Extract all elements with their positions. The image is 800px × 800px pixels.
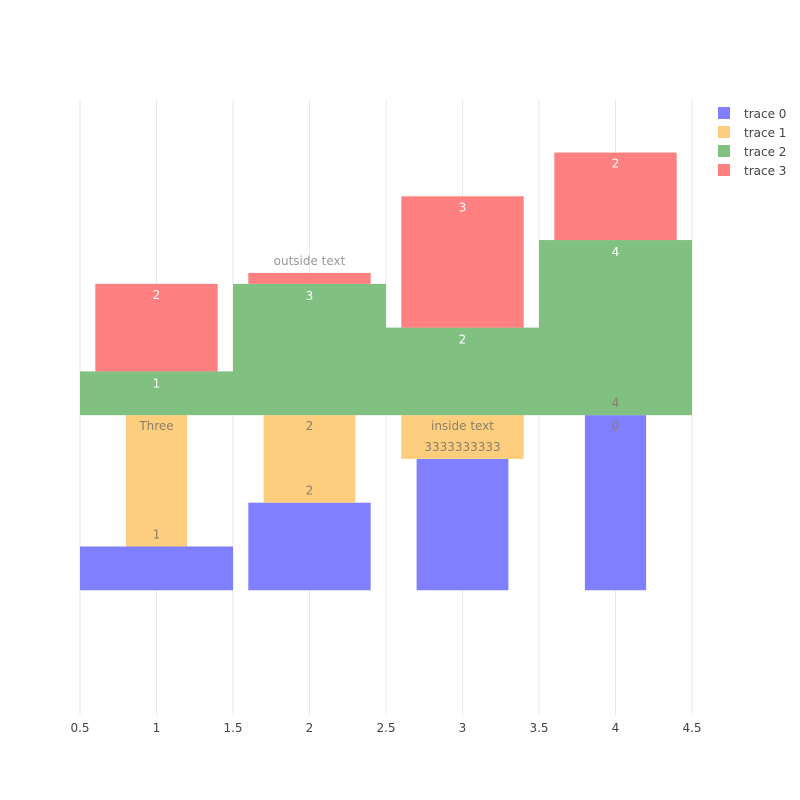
- bar-label: inside text: [431, 419, 494, 433]
- bar-label: 3333333333: [424, 440, 500, 454]
- legend-label-trace-1[interactable]: trace 1: [744, 126, 786, 140]
- bar-label: 1: [153, 527, 161, 541]
- x-tick-label: 2.5: [376, 721, 395, 735]
- bar-trace-1-x3[interactable]: [401, 415, 524, 459]
- legend-swatch-trace-1[interactable]: [718, 126, 730, 138]
- x-tick-label: 0.5: [70, 721, 89, 735]
- bar-trace-3-x3[interactable]: [401, 196, 524, 328]
- bar-trace-0-x2[interactable]: [248, 502, 371, 591]
- x-tick-label: 1.5: [223, 721, 242, 735]
- bar-label: 2: [306, 484, 314, 498]
- bar-trace-3-x1[interactable]: [95, 283, 218, 372]
- bar-trace-3-x2[interactable]: [248, 272, 371, 284]
- legend-swatch-trace-3[interactable]: [718, 164, 730, 176]
- bar-label: 1: [153, 376, 161, 390]
- legend-label-trace-2[interactable]: trace 2: [744, 145, 786, 159]
- legend-swatch-trace-0[interactable]: [718, 107, 730, 119]
- bar-trace-2-x3[interactable]: [386, 327, 539, 416]
- x-tick-label: 1: [153, 721, 161, 735]
- bar-label: 2: [612, 157, 620, 171]
- bar-trace-3-x4[interactable]: [554, 152, 677, 241]
- bar-label: 2: [306, 419, 314, 433]
- bar-trace-2-x1[interactable]: [80, 371, 233, 416]
- x-tick-label: 4: [612, 721, 620, 735]
- bar-trace-2-x4[interactable]: [539, 240, 692, 416]
- bar-label: 4: [612, 245, 620, 259]
- bar-trace-0-x4[interactable]: [584, 415, 647, 591]
- bar-label: 2: [153, 288, 161, 302]
- bar-label: Three: [138, 419, 173, 433]
- bar-trace-0-x1[interactable]: [80, 546, 233, 591]
- x-tick-label: 2: [306, 721, 314, 735]
- bar-label: outside text: [274, 254, 346, 268]
- x-tick-label: 4.5: [682, 721, 701, 735]
- bar-label: 3: [459, 200, 467, 214]
- bar-label: 3: [306, 289, 314, 303]
- legend-swatch-trace-2[interactable]: [718, 145, 730, 157]
- legend-label-trace-0[interactable]: trace 0: [744, 107, 786, 121]
- bar-trace-0-x3[interactable]: [416, 458, 509, 591]
- x-tick-label: 3: [459, 721, 467, 735]
- bar-trace-2-x2[interactable]: [233, 283, 386, 416]
- bar-trace-1-x1[interactable]: [125, 415, 188, 547]
- bar-label: 4: [612, 396, 620, 410]
- bar-label: 0: [612, 419, 620, 433]
- legend-label-trace-3[interactable]: trace 3: [744, 164, 786, 178]
- bar-trace-1-x2[interactable]: [263, 415, 356, 503]
- bar-label: 2: [459, 333, 467, 347]
- x-tick-label: 3.5: [529, 721, 548, 735]
